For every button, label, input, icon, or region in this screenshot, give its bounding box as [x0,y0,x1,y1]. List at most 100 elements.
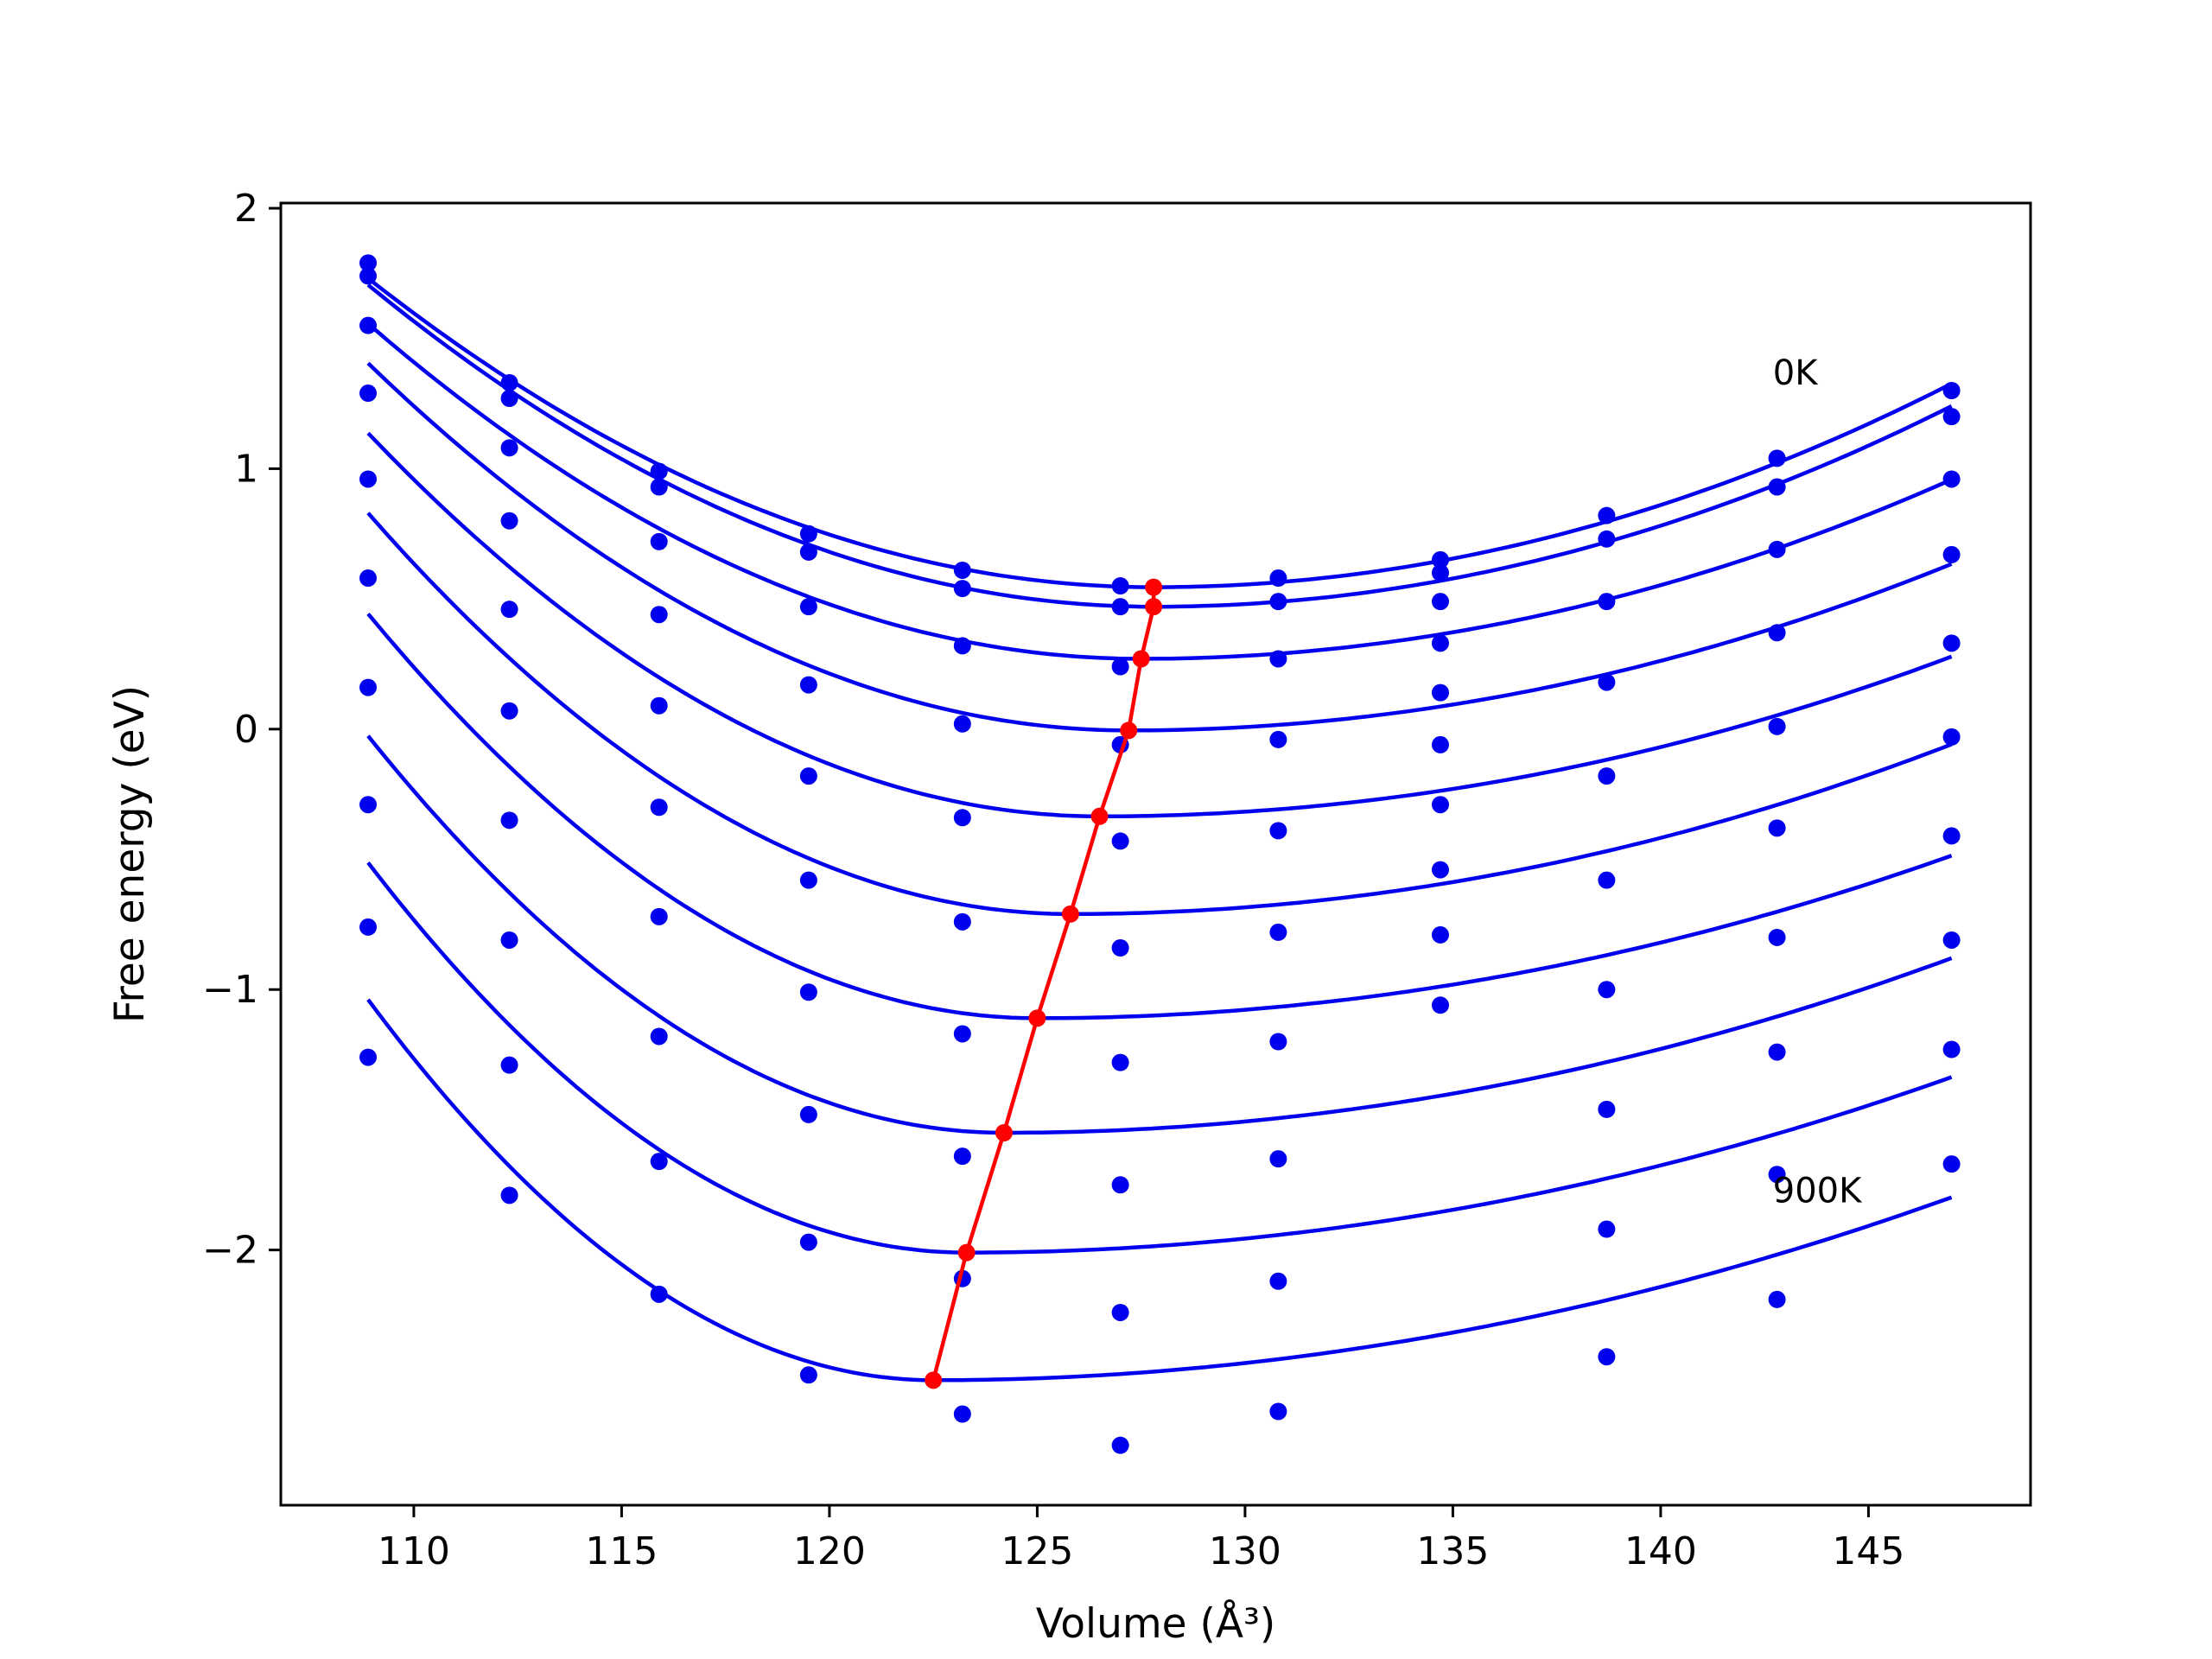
minimum-point [1145,598,1163,616]
data-point [1942,728,1961,746]
x-tick-label: 135 [1416,1529,1489,1573]
data-point [650,606,668,624]
minimum-point [1145,578,1163,596]
data-point [1431,735,1449,753]
series-6 [359,612,1961,1071]
x-tick-label: 120 [793,1529,866,1573]
data-point [359,470,378,488]
y-axis-ticks: −2 −1 0 1 2 [202,187,281,1273]
minimum-path [925,578,1163,1389]
fit-curve [366,431,1953,819]
data-point [1269,1272,1287,1290]
data-point [650,1027,668,1046]
data-point [953,1405,971,1423]
data-point [1942,827,1961,845]
data-point [500,811,518,830]
fit-curve [366,998,1953,1382]
data-point [1431,563,1449,582]
data-point [1598,673,1616,691]
minimum-point [925,1371,943,1389]
data-point [1431,634,1449,652]
data-point [1768,819,1786,837]
data-point [1431,996,1449,1014]
x-tick-label: 125 [1001,1529,1073,1573]
data-point [1598,1100,1616,1118]
data-point [1942,1155,1961,1173]
data-point [500,1186,518,1205]
plot-content [359,254,1961,1454]
fit-curve [366,361,1953,733]
data-point [1942,545,1961,563]
data-point [1431,861,1449,879]
data-point [799,598,817,616]
fit-curve [366,512,1953,917]
data-point [1269,569,1287,588]
data-point [1942,931,1961,949]
x-tick-label: 115 [585,1529,658,1573]
data-point [1768,540,1786,558]
data-point [953,580,971,598]
data-point [500,439,518,457]
data-point [1768,928,1786,946]
minimum-point [1132,650,1150,668]
data-point [1942,1040,1961,1058]
minimum-point [1120,721,1138,740]
fit-curve [366,861,1953,1255]
data-point [799,676,817,694]
data-point [1269,822,1287,840]
data-point [650,478,668,496]
data-point [359,385,378,403]
x-axis-ticks: 110 115 120 125 130 135 140 145 [378,1505,1904,1573]
data-point [1111,598,1129,616]
data-point [1269,923,1287,941]
data-point [359,267,378,285]
data-point [1768,1043,1786,1061]
x-tick-label: 140 [1624,1529,1697,1573]
data-point [359,918,378,936]
data-point [799,767,817,785]
data-point [799,524,817,543]
data-point [359,678,378,696]
data-point [1269,593,1287,611]
annotation-900k: 900K [1773,1171,1863,1211]
data-point [799,1366,817,1384]
data-point [359,796,378,814]
data-point [500,1056,518,1074]
minimum-point [1061,905,1079,923]
data-point [500,601,518,619]
data-point [953,1147,971,1166]
data-point [1111,1436,1129,1454]
data-point [1269,650,1287,668]
series-8 [359,861,1961,1321]
series-5 [359,512,1961,957]
data-point [1111,1176,1129,1194]
minimum-point [995,1123,1013,1141]
data-point [1431,593,1449,611]
data-point [1431,796,1449,814]
data-point [1768,624,1786,642]
data-point [500,702,518,720]
data-point [1768,1290,1786,1308]
x-tick-label: 110 [378,1529,450,1573]
data-point [1431,550,1449,569]
data-point [799,983,817,1001]
data-point [1269,1033,1287,1051]
minimum-point [957,1243,976,1262]
data-point [1768,1166,1786,1184]
data-point [1598,871,1616,889]
data-point [1111,658,1129,676]
data-point [1942,382,1961,400]
data-point [1598,767,1616,785]
data-point [359,254,378,272]
data-point [650,1153,668,1171]
data-point [650,532,668,550]
data-point [1598,981,1616,999]
data-point [650,798,668,817]
data-point [1111,1303,1129,1321]
data-point [650,696,668,715]
data-point [1598,530,1616,548]
data-point [359,569,378,588]
data-point [1111,1053,1129,1071]
